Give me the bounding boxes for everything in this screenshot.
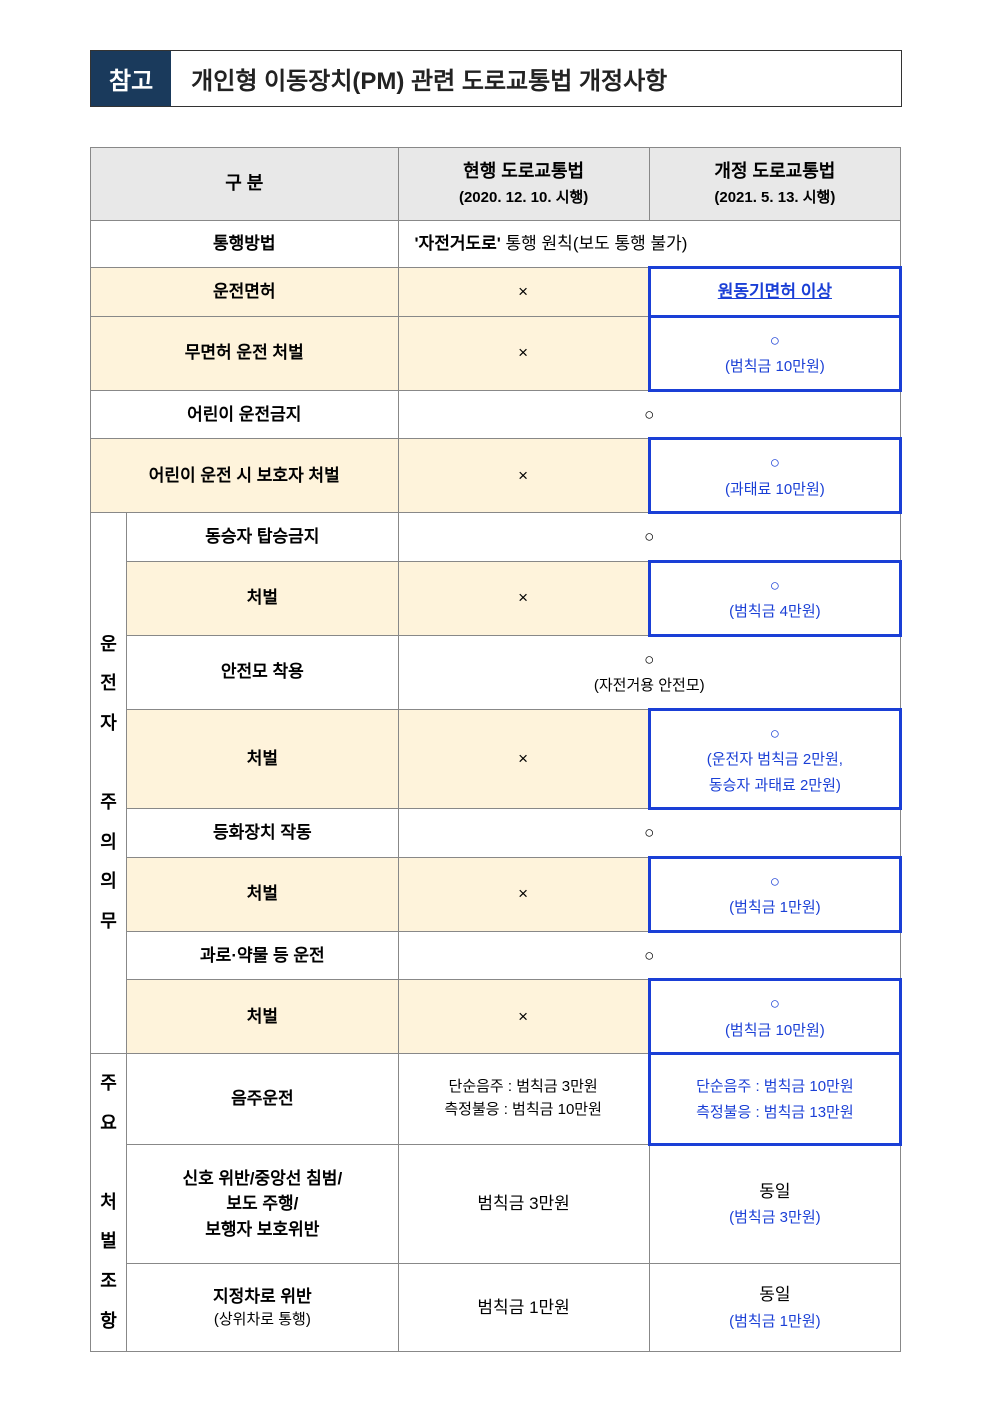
page-title: 개인형 이동장치(PM) 관련 도로교통법 개정사항 (171, 51, 901, 106)
cell-current: × (398, 439, 649, 513)
comparison-table: 구 분 현행 도로교통법 (2020. 12. 10. 시행) 개정 도로교통법… (90, 147, 902, 1352)
table-row: 통행방법 '자전거도로' 통행 원칙(보도 통행 불가) (91, 220, 901, 268)
row-label: 어린이 운전 시 보호자 처벌 (91, 439, 399, 513)
table-row: 운 전 자 주 의 의 무 동승자 탑승금지 ○ (91, 513, 901, 562)
table-header-row: 구 분 현행 도로교통법 (2020. 12. 10. 시행) 개정 도로교통법… (91, 148, 901, 221)
cell-current: × (398, 709, 649, 809)
table-row: 지정차로 위반 (상위차로 통행) 범칙금 1만원 동일 (범칙금 1만원) (91, 1263, 901, 1351)
row-label: 지정차로 위반 (상위차로 통행) (127, 1263, 398, 1351)
cell-merged: '자전거도로' 통행 원칙(보도 통행 불가) (398, 220, 900, 268)
table-row: 처벌 × ○ (범칙금 4만원) (91, 561, 901, 635)
table-row: 무면허 운전 처벌 × ○ (범칙금 10만원) (91, 316, 901, 390)
cell-revised: ○ (범칙금 10만원) (649, 316, 900, 390)
cell-merged: ○ (398, 931, 900, 980)
row-label: 처벌 (127, 709, 398, 809)
row-label: 안전모 착용 (127, 635, 398, 709)
row-label: 처벌 (127, 980, 398, 1054)
cell-current: × (398, 561, 649, 635)
row-label: 등화장치 작동 (127, 809, 398, 858)
table-row: 신호 위반/중앙선 침범/ 보도 주행/ 보행자 보호위반 범칙금 3만원 동일… (91, 1144, 901, 1263)
cell-revised: ○ (운전자 범칙금 2만원, 동승자 과태료 2만원) (649, 709, 900, 809)
table-row: 운전면허 × 원동기면허 이상 (91, 268, 901, 317)
table-row: 과로·약물 등 운전 ○ (91, 931, 901, 980)
row-label: 처벌 (127, 857, 398, 931)
cell-revised: ○ (범칙금 10만원) (649, 980, 900, 1054)
row-label: 과로·약물 등 운전 (127, 931, 398, 980)
cell-revised: 단순음주 : 범칙금 10만원 측정불응 : 범칙금 13만원 (649, 1054, 900, 1145)
row-label: 동승자 탑승금지 (127, 513, 398, 562)
title-bar: 참고 개인형 이동장치(PM) 관련 도로교통법 개정사항 (90, 50, 902, 107)
cell-revised: 동일 (범칙금 3만원) (649, 1144, 900, 1263)
cell-current: × (398, 980, 649, 1054)
row-label: 음주운전 (127, 1054, 398, 1145)
cell-merged: ○ (398, 390, 900, 439)
cell-current: × (398, 857, 649, 931)
cell-revised: 동일 (범칙금 1만원) (649, 1263, 900, 1351)
cell-current: 범칙금 3만원 (398, 1144, 649, 1263)
row-label: 신호 위반/중앙선 침범/ 보도 주행/ 보행자 보호위반 (127, 1144, 398, 1263)
cell-revised: ○ (범칙금 1만원) (649, 857, 900, 931)
row-label: 통행방법 (91, 220, 399, 268)
table-row: 처벌 × ○ (범칙금 10만원) (91, 980, 901, 1054)
cell-revised: ○ (범칙금 4만원) (649, 561, 900, 635)
row-label: 처벌 (127, 561, 398, 635)
cell-merged: ○ (398, 513, 900, 562)
row-label: 어린이 운전금지 (91, 390, 399, 439)
cell-revised: 원동기면허 이상 (649, 268, 900, 317)
cell-merged: ○ (398, 809, 900, 858)
table-row: 처벌 × ○ (운전자 범칙금 2만원, 동승자 과태료 2만원) (91, 709, 901, 809)
row-label: 무면허 운전 처벌 (91, 316, 399, 390)
col-header-revised: 개정 도로교통법 (2021. 5. 13. 시행) (649, 148, 900, 221)
col-header-category: 구 분 (91, 148, 399, 221)
group-label-main-penalty: 주 요 처 벌 조 항 (91, 1054, 127, 1352)
row-label: 운전면허 (91, 268, 399, 317)
table-row: 처벌 × ○ (범칙금 1만원) (91, 857, 901, 931)
table-row: 어린이 운전금지 ○ (91, 390, 901, 439)
cell-current: × (398, 316, 649, 390)
cell-current: 범칙금 1만원 (398, 1263, 649, 1351)
col-header-current: 현행 도로교통법 (2020. 12. 10. 시행) (398, 148, 649, 221)
cell-revised: ○ (과태료 10만원) (649, 439, 900, 513)
table-row: 어린이 운전 시 보호자 처벌 × ○ (과태료 10만원) (91, 439, 901, 513)
cell-merged: ○ (자전거용 안전모) (398, 635, 900, 709)
cell-current: 단순음주 : 범칙금 3만원 측정불응 : 범칙금 10만원 (398, 1054, 649, 1145)
table-row: 등화장치 작동 ○ (91, 809, 901, 858)
table-row: 안전모 착용 ○ (자전거용 안전모) (91, 635, 901, 709)
reference-badge: 참고 (91, 51, 171, 106)
group-label-driver-duty: 운 전 자 주 의 의 무 (91, 513, 127, 1054)
cell-current: × (398, 268, 649, 317)
table-row: 주 요 처 벌 조 항 음주운전 단순음주 : 범칙금 3만원 측정불응 : 범… (91, 1054, 901, 1145)
